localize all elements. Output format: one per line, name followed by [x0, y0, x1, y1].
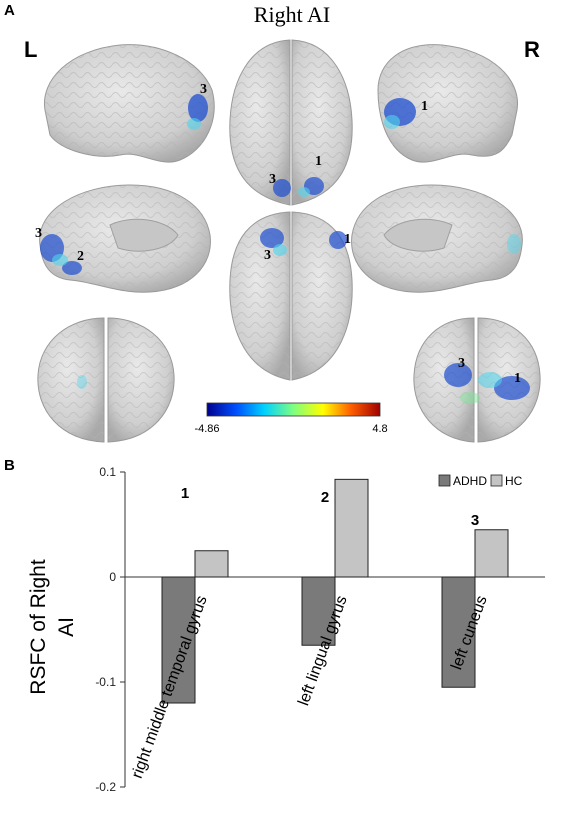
activation-blob — [460, 392, 480, 404]
y-tick-label: 0 — [109, 570, 116, 584]
brain-right-lateral — [377, 44, 519, 163]
y-tick-label: -0.1 — [95, 675, 116, 689]
legend-label-hc: HC — [505, 474, 523, 488]
brain-left-medial — [39, 184, 211, 293]
panel-a-title: Right AI — [254, 2, 330, 27]
y-tick-label: 0.1 — [99, 465, 116, 479]
bar-hc — [194, 550, 229, 578]
brain-dorsal — [229, 39, 353, 206]
brain-right-medial — [351, 184, 523, 293]
activation-blob — [478, 372, 502, 388]
colorbar-min-label: -4.86 — [194, 423, 219, 435]
activation-blob — [384, 115, 400, 129]
activation-blob — [507, 234, 521, 254]
y-axis-label: RSFC of Right AI — [27, 559, 78, 695]
activation-blob — [77, 375, 87, 389]
category-marker: 3 — [471, 512, 479, 529]
y-axis-label-line-1: RSFC of Right — [27, 559, 50, 695]
activation-blob — [260, 228, 284, 248]
bar-adhd — [441, 576, 476, 688]
activation-blob — [187, 118, 201, 130]
region-marker: 1 — [315, 154, 322, 169]
region-marker: 2 — [77, 249, 84, 264]
brain-ventral — [229, 211, 353, 381]
bar-adhd — [161, 576, 196, 704]
y-axis-label-line-2: AI — [55, 617, 78, 637]
region-marker: 1 — [421, 99, 428, 114]
activation-blob — [62, 261, 82, 275]
activation-blob — [329, 231, 347, 249]
category-marker: 2 — [321, 489, 329, 506]
activation-blob — [273, 244, 287, 256]
legend-label-adhd: ADHD — [453, 474, 487, 488]
region-marker: 3 — [264, 248, 271, 263]
brain-left-lateral — [43, 44, 215, 163]
panel-b-label: B — [4, 457, 15, 474]
activation-blob — [444, 363, 472, 387]
bar-hc — [334, 478, 369, 578]
panel-a-label: A — [4, 2, 15, 19]
activation-blob — [52, 254, 68, 266]
colorbar — [206, 402, 381, 417]
bar-adhd — [301, 576, 336, 646]
activation-blob — [494, 376, 530, 400]
region-marker: 1 — [514, 371, 521, 386]
bar-hc — [474, 529, 509, 578]
brain-left-posterior — [37, 317, 175, 443]
region-marker: 3 — [35, 226, 42, 241]
region-marker: 3 — [458, 356, 465, 371]
region-marker: 3 — [269, 172, 276, 187]
region-marker: 3 — [200, 82, 207, 97]
colorbar-max-label: 4.8 — [372, 423, 387, 435]
right-hemisphere-label: R — [524, 37, 540, 62]
category-marker: 1 — [181, 485, 189, 502]
brain-right-posterior — [413, 317, 541, 443]
legend: ADHD HC — [438, 474, 523, 488]
y-tick-label: -0.2 — [95, 780, 116, 794]
legend-swatch-adhd — [438, 474, 451, 487]
activation-blob — [273, 179, 291, 197]
left-hemisphere-label: L — [24, 37, 37, 62]
activation-blob — [188, 94, 208, 122]
legend-swatch-hc — [490, 474, 503, 487]
region-marker: 1 — [344, 232, 351, 247]
activation-blob — [298, 187, 310, 197]
